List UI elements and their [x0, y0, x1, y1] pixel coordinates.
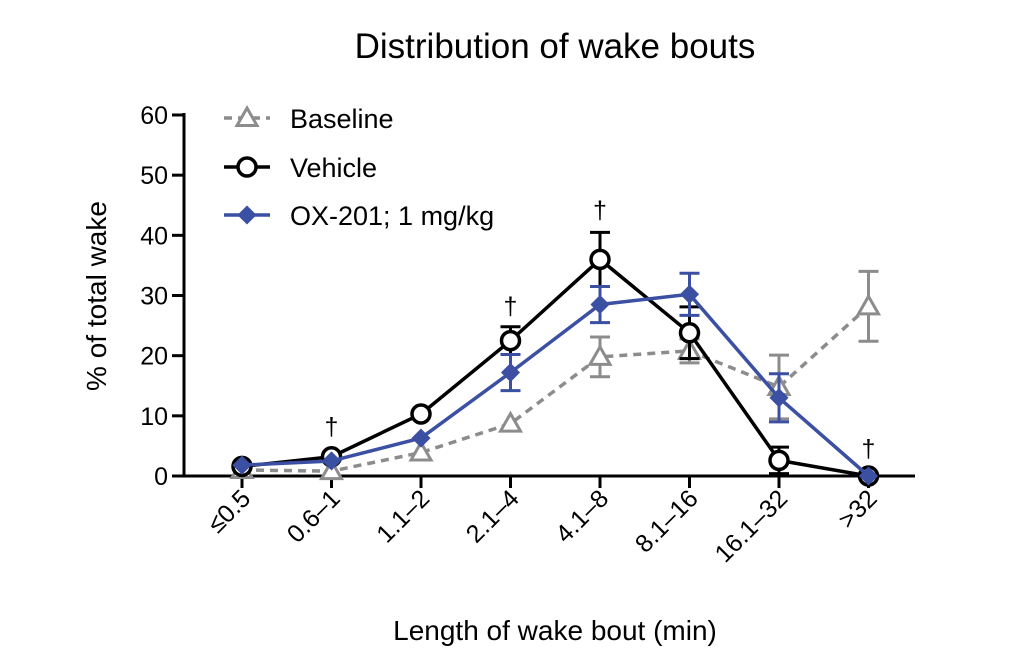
x-axis-label: Length of wake bout (min): [393, 615, 717, 646]
significance-marker: †: [504, 293, 518, 321]
legend-marker: [237, 205, 257, 225]
legend-label: OX-201; 1 mg/kg: [290, 201, 494, 231]
series-line: [241, 292, 870, 478]
legend: Baseline Vehicle OX-201; 1 mg/kg: [224, 104, 494, 231]
legend-item-1: Baseline: [224, 104, 394, 134]
legend-label: Baseline: [290, 104, 394, 134]
legend-marker: [234, 104, 260, 127]
legend-item-3: OX-201; 1 mg/kg: [224, 201, 494, 231]
data-point: [858, 466, 879, 486]
data-point: [769, 388, 789, 408]
significance-marker: †: [862, 435, 876, 463]
data-point: [587, 343, 613, 366]
data-point: [855, 293, 882, 316]
y-tick-label: 20: [140, 343, 168, 371]
data-point: [497, 410, 524, 433]
significance-marker: †: [325, 413, 339, 441]
x-tick-label: 2.1–4: [461, 484, 525, 548]
data-point: [232, 455, 252, 475]
x-tick-label: 0.6–1: [282, 484, 346, 548]
x-tick-label: 4.1–8: [550, 484, 614, 548]
y-tick-label: 50: [140, 162, 168, 190]
y-axis-label: % of total wake: [81, 201, 112, 391]
x-tick-label: ≤0.5: [202, 484, 256, 538]
x-tick-label: 8.1–16: [630, 484, 704, 558]
data-point: [500, 362, 521, 383]
series-3: [232, 271, 879, 486]
x-tick-label: 16.1–32: [710, 484, 794, 568]
series-line: [241, 305, 870, 473]
data-point: [678, 322, 701, 344]
series-1: [229, 269, 882, 481]
data-point: [499, 329, 522, 352]
series-2: [231, 230, 880, 487]
data-point: [679, 284, 700, 304]
data-point: [410, 403, 432, 425]
x-tick-label: 1.1–2: [371, 484, 435, 548]
data-point: [768, 449, 790, 472]
data-point: [408, 439, 434, 462]
significance-marker: †: [593, 196, 607, 224]
series-layer: [229, 230, 882, 487]
data-point: [589, 248, 611, 271]
y-tick-label: 0: [154, 463, 168, 491]
data-point: [411, 428, 431, 448]
y-tick-label: 60: [140, 102, 168, 130]
data-point: [321, 451, 342, 471]
chart-title: Distribution of wake bouts: [355, 27, 756, 66]
legend-marker: [236, 156, 258, 178]
annotation-layer: † † † †: [325, 196, 876, 463]
legend-label: Vehicle: [290, 153, 377, 183]
series-line: [241, 257, 869, 478]
y-tick-label: 40: [140, 222, 168, 250]
legend-item-2: Vehicle: [224, 153, 377, 183]
x-tick-label: >32: [833, 484, 883, 534]
data-point: [590, 294, 610, 315]
y-tick-label: 10: [140, 403, 168, 431]
y-tick-label: 30: [140, 283, 168, 311]
